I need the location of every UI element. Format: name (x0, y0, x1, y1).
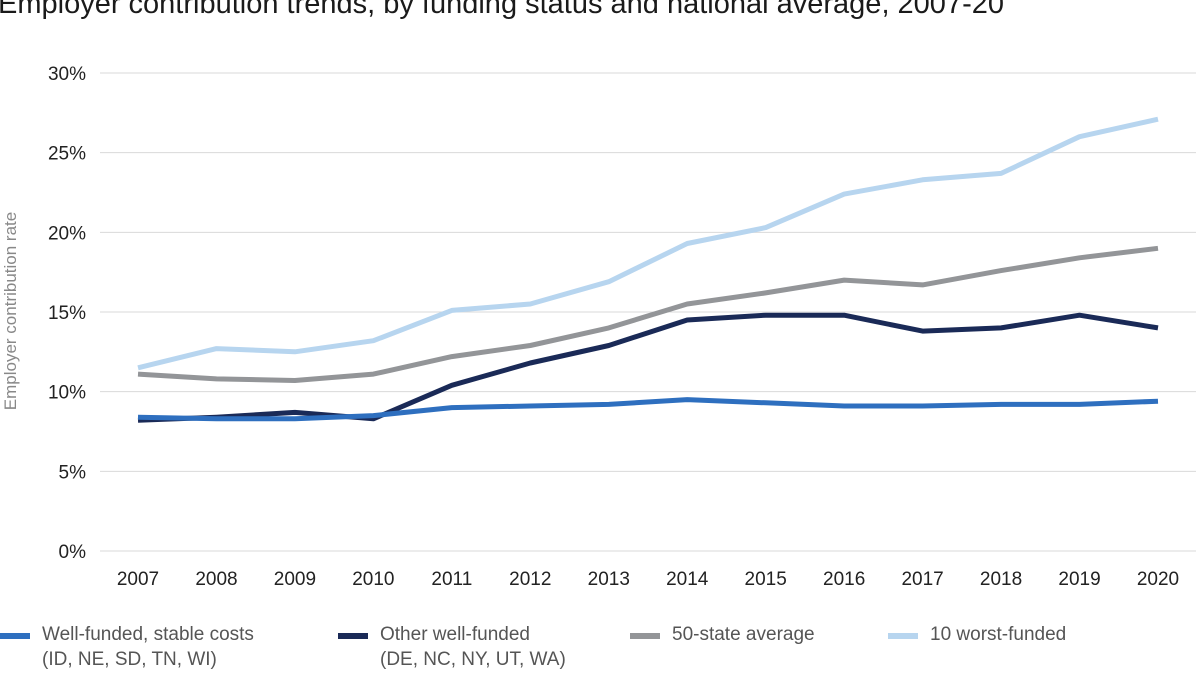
y-tick-label: 15% (48, 303, 86, 324)
legend-swatch-well-funded-stable (0, 633, 30, 639)
legend-name-other-well-funded: Other well-funded (380, 624, 530, 645)
legend-item-other-well-funded: Other well-funded (DE, NC, NY, UT, WA) (338, 622, 566, 672)
x-tick-label: 2014 (666, 569, 709, 590)
y-tick-label: 0% (59, 542, 87, 563)
x-tick-label: 2013 (588, 569, 630, 590)
x-tick-label: 2011 (431, 569, 472, 590)
x-tick-label: 2007 (117, 569, 159, 590)
x-tick-labels: 2007 2008 2009 2010 2011 2012 2013 2014 2015 2016… (117, 569, 1179, 590)
x-tick-label: 2010 (352, 569, 394, 590)
x-tick-label: 2020 (1137, 569, 1179, 590)
legend-item-10-worst-funded: 10 worst-funded (888, 622, 1066, 647)
legend-subtitle-well-funded-stable: (ID, NE, SD, TN, WI) (42, 649, 217, 670)
y-tick-label: 20% (48, 223, 86, 244)
x-tick-label: 2017 (901, 569, 943, 590)
legend-swatch-50-state-average (630, 633, 660, 639)
y-tick-label: 30% (48, 64, 86, 85)
legend-label-other-well-funded: Other well-funded (DE, NC, NY, UT, WA) (380, 622, 566, 672)
x-tick-label: 2015 (745, 569, 787, 590)
legend-item-well-funded-stable: Well-funded, stable costs (ID, NE, SD, T… (0, 622, 254, 672)
y-tick-label: 25% (48, 144, 86, 165)
series-line-50-state-average (137, 245, 1159, 383)
x-tick-label: 2016 (823, 569, 865, 590)
legend: Well-funded, stable costs (ID, NE, SD, T… (0, 622, 1200, 674)
x-tick-label: 2019 (1058, 569, 1100, 590)
legend-label-well-funded-stable: Well-funded, stable costs (ID, NE, SD, T… (42, 622, 254, 672)
series-line-well-funded-stable-costs (137, 397, 1159, 422)
legend-item-50-state-average: 50-state average (630, 622, 815, 647)
x-tick-label: 2009 (274, 569, 316, 590)
legend-label-10-worst-funded: 10 worst-funded (930, 624, 1067, 645)
y-tick-label: 5% (59, 462, 87, 483)
legend-label-50-state-average: 50-state average (672, 624, 815, 645)
x-tick-label: 2018 (980, 569, 1022, 590)
y-tick-labels: 0% 5% 10% 15% 20% 25% 30% (48, 64, 86, 563)
x-tick-label: 2008 (195, 569, 237, 590)
grid-lines (100, 72, 1196, 552)
series-line-other-well-funded (137, 312, 1159, 423)
series-line-10-worst-funded (137, 116, 1159, 371)
y-tick-label: 10% (48, 383, 86, 404)
x-tick-label: 2012 (509, 569, 551, 590)
legend-swatch-other-well-funded (338, 633, 368, 639)
legend-swatch-10-worst-funded (888, 633, 918, 639)
chart-plot: 0% 5% 10% 15% 20% 25% 30% 2007 2008 2009 2010 2011… (1, 64, 1196, 590)
chart-title: Employer contribution trends, by funding… (0, 0, 1004, 20)
series-lines (137, 116, 1159, 423)
legend-subtitle-other-well-funded: (DE, NC, NY, UT, WA) (380, 649, 566, 670)
y-axis-label: Employer contribution rate (1, 212, 20, 410)
legend-name-well-funded-stable: Well-funded, stable costs (42, 624, 254, 645)
